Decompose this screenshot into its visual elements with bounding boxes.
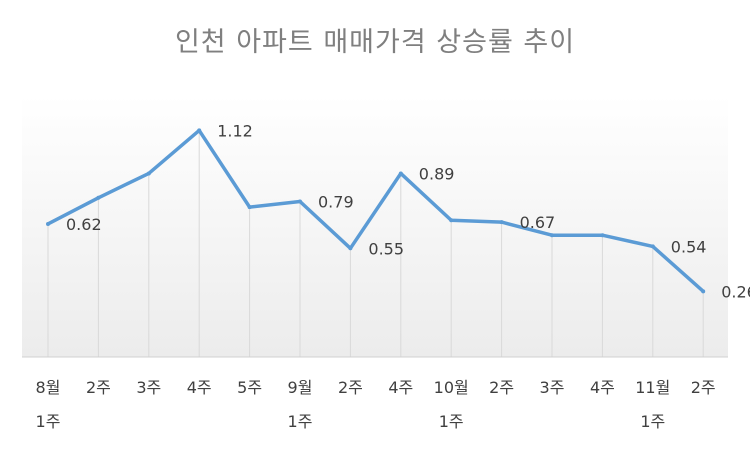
data-label: 0.55	[368, 239, 404, 258]
x-tick-label: 4주	[187, 378, 212, 397]
x-tick-label: 4주	[590, 378, 615, 397]
data-point	[398, 171, 403, 176]
x-tick-label: 1주	[36, 412, 61, 431]
chart-title: 인천 아파트 매매가격 상승률 추이	[174, 27, 576, 58]
x-tick-label: 2주	[86, 378, 111, 397]
x-tick-label: 1주	[439, 412, 464, 431]
x-tick-label: 3주	[540, 378, 565, 397]
x-tick-label: 5주	[237, 378, 262, 397]
x-tick-label: 9월	[288, 378, 313, 397]
data-label: 0.89	[419, 164, 455, 183]
x-tick-label: 10월	[434, 378, 469, 397]
data-label: 0.67	[520, 213, 556, 232]
data-label: 1.12	[217, 121, 253, 140]
data-point	[197, 128, 202, 133]
data-point	[146, 171, 151, 176]
data-point	[499, 220, 504, 225]
x-tick-label: 2주	[691, 378, 716, 397]
x-tick-label: 2주	[338, 378, 363, 397]
data-point	[449, 218, 454, 223]
x-tick-label: 8월	[36, 378, 61, 397]
x-tick-label: 1주	[288, 412, 313, 431]
data-label: 0.62	[66, 215, 102, 234]
series-line	[47, 128, 705, 293]
x-tick-label: 3주	[136, 378, 161, 397]
data-point	[46, 221, 50, 226]
data-point	[348, 246, 353, 251]
data-label: 0.26	[721, 282, 750, 301]
x-tick-label: 4주	[388, 378, 413, 397]
x-tick-label: 2주	[489, 378, 514, 397]
data-point	[701, 289, 706, 294]
data-label: 0.54	[671, 237, 707, 256]
data-point	[600, 233, 605, 238]
data-label: 0.79	[318, 193, 354, 212]
data-point	[550, 233, 554, 238]
x-tick-label: 11월	[635, 378, 670, 397]
data-point	[650, 244, 655, 249]
data-point	[96, 195, 101, 200]
data-point	[247, 205, 252, 210]
plot-background	[22, 95, 728, 357]
data-point	[298, 199, 302, 204]
x-tick-label: 1주	[640, 412, 665, 431]
